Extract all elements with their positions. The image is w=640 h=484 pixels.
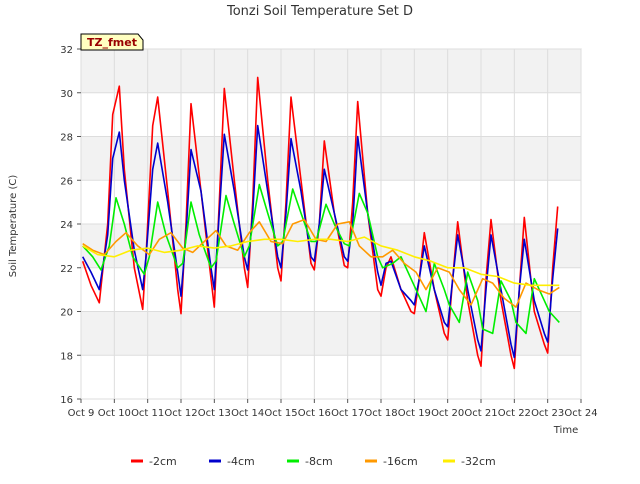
x-tick-label: Oct 20 (431, 408, 464, 419)
x-tick-label: Oct 17 (331, 408, 364, 419)
x-axis-label: Time (553, 425, 578, 436)
x-tick-label: Oct 10 (98, 408, 131, 419)
chart-title: Tonzi Soil Temperature Set D (226, 4, 413, 19)
x-tick-label: Oct 13 (198, 408, 231, 419)
x-tick-label: Oct 24 (564, 408, 597, 419)
legend-label: -8cm (305, 455, 333, 468)
x-tick-label: Oct 18 (364, 408, 397, 419)
x-tick-label: Oct 22 (498, 408, 531, 419)
series-line-4cmcm (81, 124, 559, 359)
plot-band (81, 311, 581, 356)
series-line-2cmcm (81, 76, 559, 370)
badge: TZ_fmet (80, 33, 144, 51)
x-tick-label: Oct 14 (231, 408, 264, 419)
series-line-16cmcm (82, 218, 560, 308)
y-tick-label: 20 (60, 308, 73, 319)
series-line-32cmcm (82, 236, 560, 287)
y-tick-label: 22 (60, 264, 73, 275)
legend-label: -32cm (461, 455, 496, 468)
badge-box (80, 33, 144, 51)
legend-label: -2cm (149, 455, 177, 468)
y-tick-label: 16 (60, 395, 73, 406)
plot-bands (81, 49, 581, 356)
y-axis: 16 18 20 22 24 26 28 30 32 (60, 45, 81, 406)
plot-band (81, 49, 581, 93)
x-tick-label: Oct 11 (131, 408, 164, 419)
series-line-8cmcm (82, 183, 560, 335)
legend-label: -4cm (227, 455, 255, 468)
y-tick-label: 24 (60, 220, 73, 231)
x-axis: Oct 9 Oct 10 Oct 11 Oct 12 Oct 13 Oct 14 Oct 1… (68, 399, 598, 419)
x-tick-label: Oct 19 (398, 408, 431, 419)
x-tick-label: Oct 23 (531, 408, 564, 419)
badge-label: TZ_fmet (87, 36, 137, 49)
x-tick-label: Oct 16 (298, 408, 331, 419)
y-tick-label: 26 (60, 176, 73, 187)
y-tick-label: 28 (60, 133, 73, 144)
y-tick-label: 30 (60, 89, 73, 100)
x-tick-label: Oct 9 (68, 408, 95, 419)
y-tick-label: 32 (60, 45, 73, 56)
legend: -2cm -4cm -8cm -16cm -32cm (131, 455, 496, 468)
plot-band (81, 224, 581, 268)
plot-band (81, 136, 581, 181)
legend-label: -16cm (383, 455, 418, 468)
y-tick-label: 18 (60, 351, 73, 362)
x-tick-label: Oct 12 (164, 408, 197, 419)
x-tick-label: Oct 21 (464, 408, 497, 419)
y-axis-label: Soil Temperature (C) (8, 175, 19, 278)
series-layer (81, 76, 560, 370)
x-tick-label: Oct 15 (264, 408, 297, 419)
